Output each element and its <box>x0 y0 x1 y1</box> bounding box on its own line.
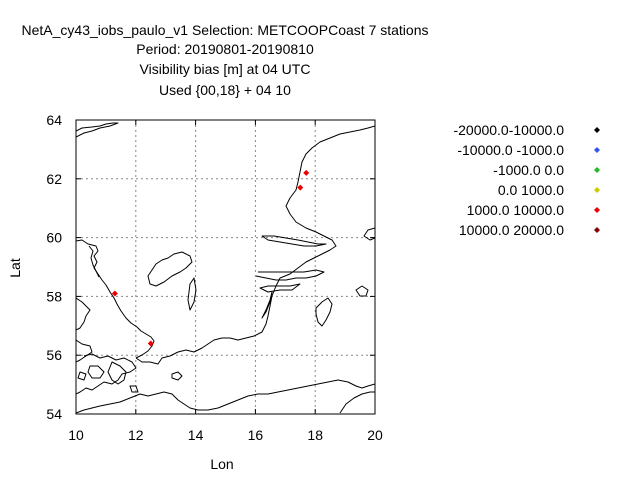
coastline-zealand <box>107 361 127 385</box>
coastline-lake-vanern <box>147 251 193 287</box>
x-tick-label-3: 16 <box>248 427 264 443</box>
coastline-oslofjord <box>88 245 100 278</box>
coastline-jutland <box>76 339 93 363</box>
x-axis-label: Lon <box>210 456 233 472</box>
station-point-3 <box>303 169 310 176</box>
title-line-3: Visibility bias [m] at 04 UTC <box>140 61 311 77</box>
station-point-2 <box>297 184 304 191</box>
coastline-malaren <box>259 283 301 293</box>
coastline-funen <box>87 365 105 379</box>
coastline-skane <box>135 277 281 365</box>
coastline-denmark <box>76 297 91 331</box>
legend-marker-2 <box>594 167 600 173</box>
coastline-scandinavia-west <box>76 239 155 359</box>
legend-marker-3 <box>594 187 600 193</box>
y-tick-label-2: 58 <box>46 288 62 304</box>
x-axis-ticks: 10 12 14 16 18 20 <box>68 120 383 443</box>
y-axis-label: Lat <box>7 258 23 278</box>
y-tick-label-0: 54 <box>46 406 62 422</box>
y-tick-label-5: 64 <box>46 112 62 128</box>
x-tick-label-4: 18 <box>307 427 323 443</box>
y-tick-label-4: 62 <box>46 171 62 187</box>
coastline-oland <box>261 291 273 319</box>
legend-label-0: -20000.0-10000.0 <box>453 122 564 138</box>
legend-marker-0 <box>594 127 600 133</box>
coastline-lake-siljan <box>261 235 327 247</box>
x-tick-label-5: 20 <box>367 427 383 443</box>
y-axis-ticks: 54 56 58 60 62 64 <box>46 112 375 422</box>
coastline-baltic-states <box>339 391 375 414</box>
station-point-1 <box>147 340 154 347</box>
title-line-2: Period: 20190801-20190810 <box>136 41 314 57</box>
y-tick-label-1: 56 <box>46 347 62 363</box>
x-tick-label-1: 12 <box>128 427 144 443</box>
coastline-map <box>76 122 375 414</box>
coastline-gotland <box>315 297 333 327</box>
chart-title: NetA_cy43_iobs_paulo_v1 Selection: METCO… <box>22 22 429 98</box>
legend-marker-1 <box>594 147 600 153</box>
legend-label-4: 1000.0 10000.0 <box>467 202 565 218</box>
coastline-bornholm <box>171 371 183 381</box>
coastline-south-baltic <box>76 379 375 414</box>
legend-marker-5 <box>594 227 600 233</box>
legend: -20000.0-10000.0 -10000.0 -1000.0 -1000.0 … <box>453 122 600 238</box>
y-tick-label-3: 60 <box>46 230 62 246</box>
x-tick-label-0: 10 <box>68 427 84 443</box>
coastline-norway-north <box>76 122 119 138</box>
title-line-4: Used {00,18} + 04 10 <box>159 82 291 98</box>
station-point-0 <box>111 290 118 297</box>
legend-label-5: 10000.0 20000.0 <box>459 222 564 238</box>
x-tick-label-2: 14 <box>188 427 204 443</box>
coastline-stockholm <box>255 269 325 281</box>
coastline-finland <box>363 227 375 241</box>
coastline-lake-vattern <box>187 277 197 311</box>
coastline-small-island-b <box>129 385 139 393</box>
legend-label-2: -1000.0 0.0 <box>493 162 564 178</box>
legend-label-1: -10000.0 -1000.0 <box>457 142 564 158</box>
grid-lines <box>76 120 375 414</box>
station-points <box>111 169 310 347</box>
title-line-1: NetA_cy43_iobs_paulo_v1 Selection: METCO… <box>22 22 429 38</box>
legend-marker-4 <box>594 207 600 213</box>
coastline-small-island-a <box>77 371 87 381</box>
legend-label-3: 0.0 1000.0 <box>498 182 564 198</box>
coastline-bothnia-west <box>279 125 375 279</box>
coastline-aland <box>355 285 369 297</box>
plot-frame <box>75 119 376 415</box>
